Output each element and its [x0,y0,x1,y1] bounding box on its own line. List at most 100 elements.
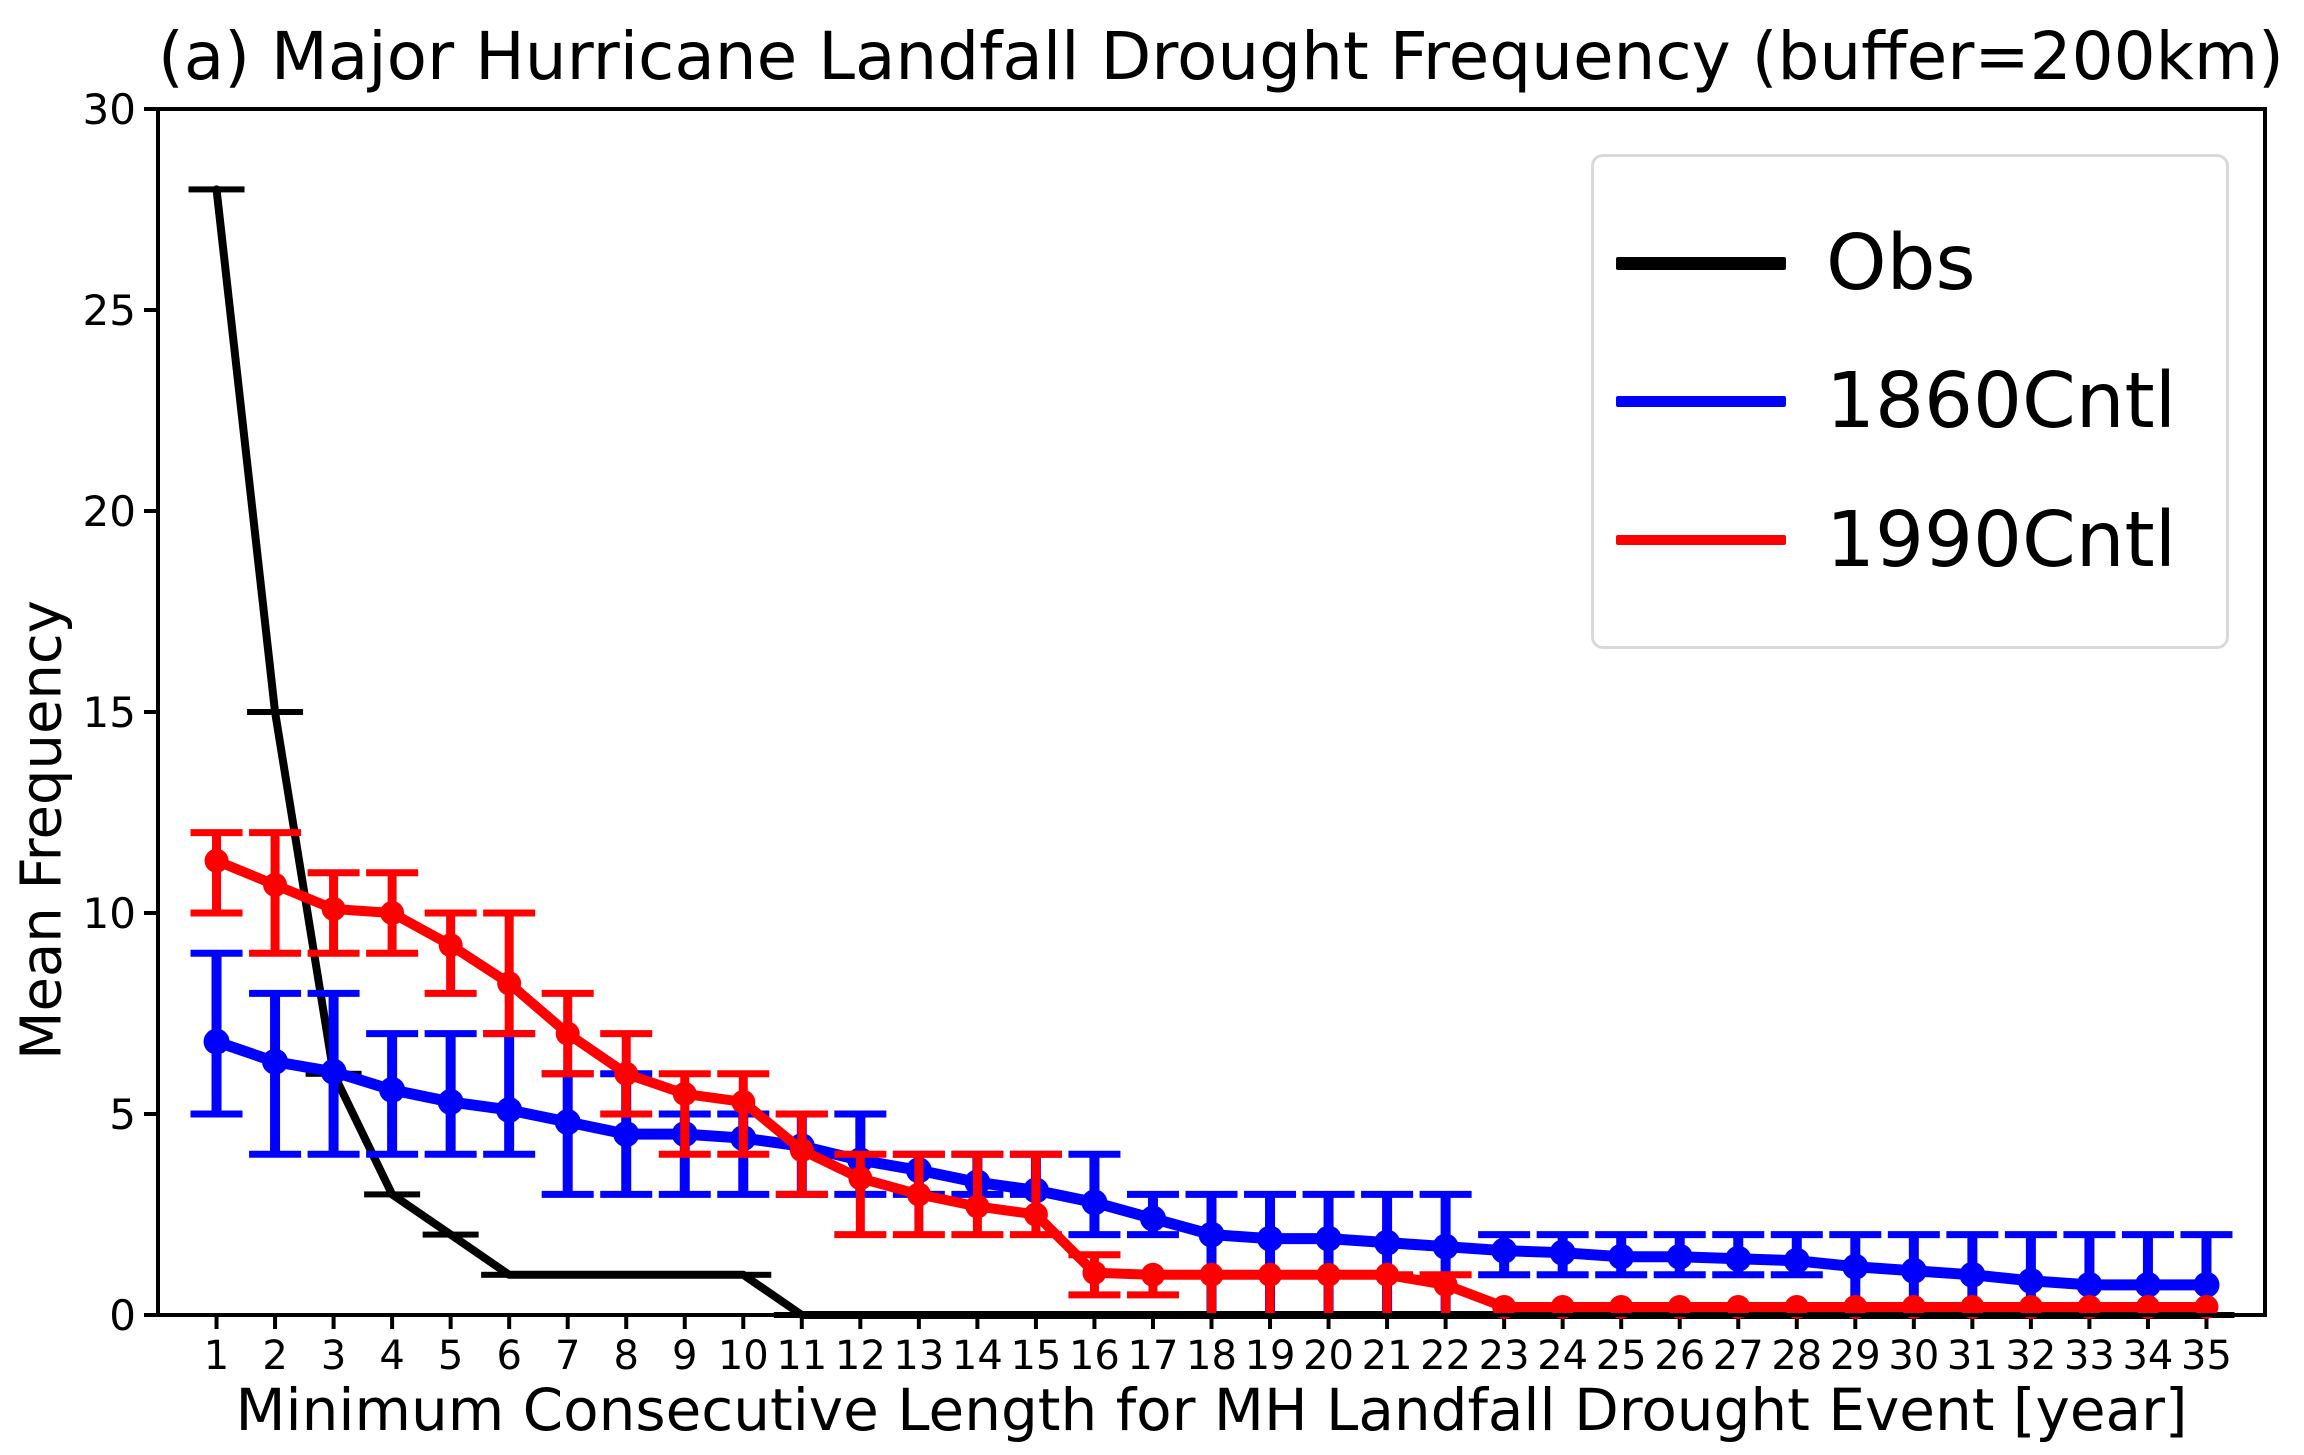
x-axis-label: Minimum Consecutive Length for MH Landfa… [235,1376,2188,1444]
x-tick-label: 27 [1713,1333,1764,1379]
data-point [1140,1262,1165,1287]
x-tick-label: 14 [952,1333,1003,1379]
data-point [1609,1294,1634,1319]
data-point [1081,1189,1108,1216]
data-point [2017,1267,2044,1294]
legend-line-swatch [1616,256,1786,270]
legend-label: Obs [1826,218,1976,308]
data-point [1900,1257,1927,1284]
data-point [1258,1262,1283,1287]
series-1990Cntl [190,829,2219,1319]
data-point [1666,1243,1693,1270]
legend-item-1990cntl: 1990Cntl [1594,502,2226,579]
x-tick-label: 26 [1654,1333,1705,1379]
x-tick-label: 10 [718,1333,769,1379]
data-point [497,971,522,996]
x-tick-label: 4 [379,1333,404,1379]
data-point [613,1121,640,1148]
data-point [1843,1294,1868,1319]
y-tick-label: 20 [83,487,136,536]
x-tick-label: 32 [2005,1333,2056,1379]
data-point [247,709,304,715]
data-point [1374,1229,1401,1256]
x-tick-label: 34 [2122,1333,2173,1379]
legend-line-swatch [1616,535,1786,545]
data-point [965,1194,990,1219]
data-point [1960,1294,1985,1319]
data-point [598,1271,655,1278]
data-point [2018,1294,2043,1319]
x-tick-label: 2 [262,1333,287,1379]
x-tick-label: 17 [1128,1333,1179,1379]
series-1860Cntl-errorbars [190,949,2233,1315]
y-axis-label: Mean Frequency [9,600,75,1060]
x-tick-label: 18 [1186,1333,1237,1379]
data-point [1492,1294,1517,1319]
data-point [438,933,463,958]
data-point [1842,1253,1869,1280]
data-point [380,901,405,925]
x-tick-label: 29 [1830,1333,1881,1379]
data-point [672,1081,697,1106]
series-1860Cntl [190,949,2233,1315]
data-point [789,1138,814,1163]
data-point [1433,1272,1458,1297]
data-point [906,1182,931,1207]
data-point [437,1088,464,1115]
data-point [1315,1225,1342,1252]
x-tick-label: 3 [321,1333,346,1379]
legend-item-obs: Obs [1594,225,2226,302]
data-point [321,896,346,921]
legend-label: 1860Cntl [1826,357,2177,446]
data-point [1023,1202,1048,1227]
y-tick-label: 15 [83,688,136,737]
series-1860Cntl-markers [203,1028,2220,1298]
y-tick-label: 5 [109,1090,136,1139]
x-tick-label: 31 [1947,1333,1998,1379]
data-point [1608,1243,1635,1270]
y-tick-label: 10 [83,889,136,938]
data-point [188,186,245,193]
data-point [1550,1294,1575,1319]
data-point [1784,1294,1809,1319]
data-point [204,848,229,873]
y-tick-label: 0 [109,1291,136,1340]
x-tick-label: 19 [1245,1333,1296,1379]
data-point [656,1271,713,1278]
legend-label: 1990Cntl [1826,495,2177,585]
y-tick-label: 25 [83,286,136,335]
data-point [364,1191,421,1198]
data-point [2194,1294,2219,1319]
x-tick-label: 15 [1010,1333,1061,1379]
x-tick-label: 9 [672,1333,697,1379]
chart-title: (a) Major Hurricane Landfall Drought Fre… [158,18,2284,95]
data-point [496,1096,523,1123]
data-point [203,1028,230,1055]
data-point [1198,1221,1225,1248]
x-tick-label: 13 [893,1333,944,1379]
data-point [731,1089,756,1114]
data-point [1375,1262,1400,1287]
data-point [554,1109,581,1136]
x-tick-label: 20 [1303,1333,1354,1379]
x-tick-label: 25 [1596,1333,1647,1379]
x-tick-label: 12 [835,1333,886,1379]
data-point [1432,1233,1459,1260]
x-tick-label: 5 [438,1333,463,1379]
series-1990Cntl-markers [204,848,2219,1319]
data-point [539,1271,596,1278]
data-point [2077,1294,2102,1319]
x-tick-label: 23 [1479,1333,1530,1379]
data-point [422,1231,479,1238]
data-point [262,1048,289,1075]
legend-item-1860cntl: 1860Cntl [1594,363,2226,440]
x-tick-label: 28 [1771,1333,1822,1379]
data-point [2134,1271,2161,1298]
data-point [1667,1294,1692,1319]
data-point [1257,1225,1284,1252]
plot-box-spines [156,107,2267,1317]
x-tick-label: 6 [496,1333,521,1379]
x-tick-label: 7 [555,1333,580,1379]
x-tick-label: 22 [1420,1333,1471,1379]
